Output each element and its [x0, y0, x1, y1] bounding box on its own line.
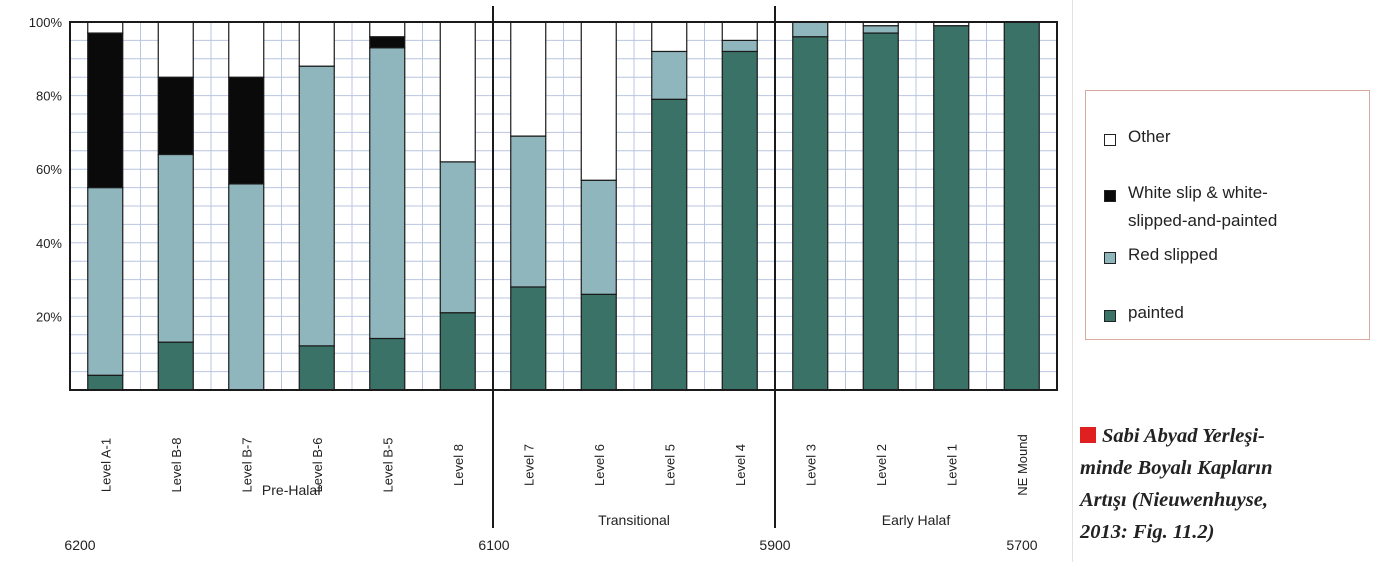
- legend-swatch: [1104, 310, 1116, 322]
- legend-item-painted: painted: [1104, 303, 1184, 327]
- x-tick-label: Level 6: [592, 444, 607, 486]
- x-tick-label: Level 5: [662, 444, 677, 486]
- bar-segment: [862, 32, 899, 391]
- bar-segment: [228, 183, 265, 391]
- bar-segment: [87, 187, 124, 376]
- legend-item-other: Other: [1104, 127, 1171, 151]
- y-tick-label: 80%: [36, 89, 62, 104]
- bar-segment: [298, 345, 335, 391]
- bar-segment: [510, 21, 547, 137]
- x-tick-label: Level 3: [803, 444, 818, 486]
- bar-segment: [157, 21, 194, 78]
- bar-segment: [792, 36, 829, 391]
- bar-segment: [369, 36, 406, 49]
- bar-segment: [157, 153, 194, 343]
- stacked-bar-chart: Level A-1 Level B-8 Level B-7 Level B-6 Leve…: [29, 6, 1058, 553]
- legend: Other White slip & white- slipped-and-pa…: [1085, 90, 1370, 340]
- legend-swatch: [1104, 190, 1116, 202]
- bar-segment: [369, 47, 406, 340]
- x-tick-label: Level 2: [874, 444, 889, 486]
- x-tick-label: Level 7: [521, 444, 536, 486]
- bar-segment: [157, 341, 194, 391]
- legend-label: Red slipped: [1128, 245, 1218, 264]
- legend-item-white-slip: White slip & white- slipped-and-painted: [1104, 183, 1277, 235]
- plot-frame: [69, 21, 1058, 391]
- bar-segment: [510, 135, 547, 288]
- x-tick-label: NE Mound: [1015, 434, 1030, 495]
- y-tick-label: 60%: [36, 162, 62, 177]
- x-tick-label: Level A-1: [98, 438, 113, 492]
- bar-segment: [298, 21, 335, 67]
- bar-segment: [1003, 21, 1040, 391]
- divider-line: [1072, 0, 1073, 562]
- bar-segment: [721, 39, 758, 53]
- legend-label: Other: [1128, 127, 1171, 146]
- bar-segment: [651, 50, 688, 100]
- y-tick-label: 100%: [29, 15, 63, 30]
- x-tick-label: Level B-6: [310, 438, 325, 493]
- bar-segment: [369, 21, 406, 38]
- bar-segment: [580, 179, 617, 295]
- chart-svg: Level A-1 Level B-8 Level B-7 Level B-6 Leve…: [29, 6, 1058, 553]
- bar-segment: [228, 21, 265, 78]
- bar-segment: [651, 98, 688, 391]
- bar-segment: [228, 76, 265, 185]
- bar-segment: [792, 21, 829, 38]
- x-tick-label: Level B-5: [380, 438, 395, 493]
- legend-item-red-slipped: Red slipped: [1104, 245, 1218, 269]
- bar-segment: [439, 161, 476, 314]
- legend-label: painted: [1128, 303, 1184, 322]
- figure-caption: Sabi Abyad Yerleşi- minde Boyalı Kapları…: [1080, 420, 1370, 548]
- x-tick-label: Level 1: [944, 444, 959, 486]
- period-label: Transitional: [598, 512, 670, 528]
- period-label: Pre-Halaf: [262, 482, 321, 498]
- bar-segment: [87, 374, 124, 391]
- legend-swatch: [1104, 134, 1116, 146]
- y-tick-label: 40%: [36, 236, 62, 251]
- bar-segment: [298, 65, 335, 347]
- bar-segment: [862, 25, 899, 34]
- caption-marker: [1080, 427, 1096, 443]
- bar-segment: [933, 25, 970, 391]
- bar-segment: [87, 21, 124, 34]
- y-tick-label: 20%: [36, 309, 62, 324]
- date-label: 6200: [64, 537, 95, 553]
- x-tick-label: Level B-8: [169, 438, 184, 493]
- bar-segment: [369, 337, 406, 391]
- date-label: 5900: [759, 537, 790, 553]
- legend-swatch: [1104, 252, 1116, 264]
- date-label: 6100: [478, 537, 509, 553]
- bar-segment: [439, 312, 476, 391]
- bar-segment: [580, 21, 617, 181]
- bar-segment: [651, 21, 688, 53]
- bar-segment: [580, 293, 617, 391]
- legend-label: White slip & white- slipped-and-painted: [1128, 183, 1278, 230]
- x-tick-label: Level 4: [733, 444, 748, 486]
- bar-segment: [721, 50, 758, 391]
- period-label: Early Halaf: [882, 512, 951, 528]
- bar-segment: [157, 76, 194, 156]
- caption-text: Sabi Abyad Yerleşi- minde Boyalı Kapları…: [1080, 425, 1273, 543]
- bar-segment: [87, 32, 124, 189]
- x-tick-label: Level B-7: [239, 438, 254, 493]
- date-label: 5700: [1006, 537, 1037, 553]
- x-tick-label: Level 8: [451, 444, 466, 486]
- bar-segment: [510, 286, 547, 391]
- bar-segment: [721, 21, 758, 41]
- bar-segment: [439, 21, 476, 163]
